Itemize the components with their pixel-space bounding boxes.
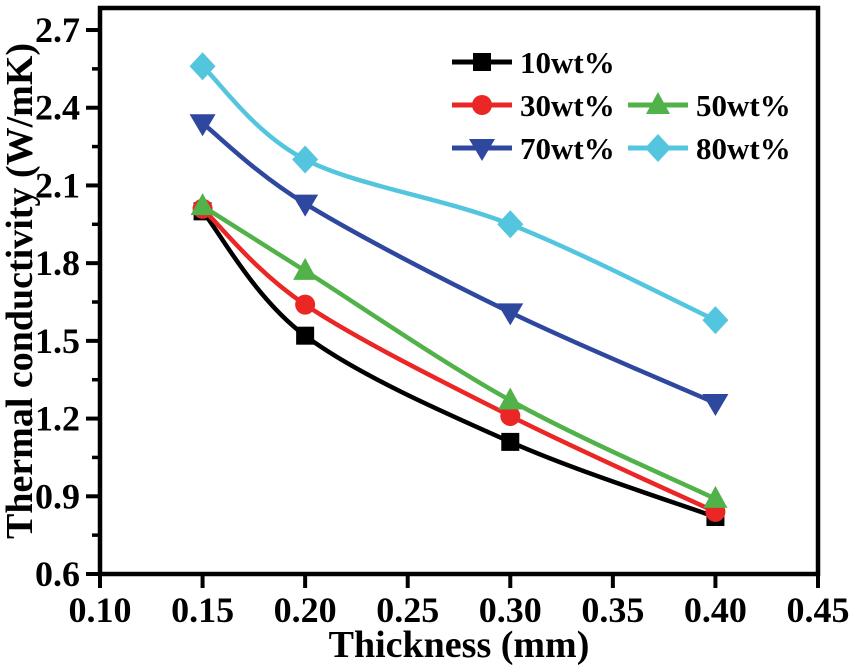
series-line-10wt% (200, 209, 718, 520)
legend-marker-triangle-down (469, 139, 495, 161)
legend-label: 10wt% (520, 45, 615, 80)
series-line-70wt% (200, 121, 718, 406)
legend-label: 50wt% (696, 88, 791, 123)
series-line-80wt% (200, 64, 718, 323)
x-tick-label: 0.35 (581, 590, 644, 630)
plot-border (97, 5, 821, 577)
legend-marker-diamond (645, 134, 671, 162)
y-tick-label: 2.7 (35, 10, 80, 50)
legend-label: 30wt% (520, 88, 615, 123)
data-point-70wt% (292, 194, 319, 217)
y-tick-label: 1.5 (35, 321, 80, 361)
data-point-80wt% (497, 210, 524, 239)
y-tick-label: 0.6 (35, 554, 80, 594)
data-point-10wt% (501, 432, 520, 451)
data-point-70wt% (702, 394, 729, 417)
data-point-80wt% (702, 306, 729, 335)
x-tick-label: 0.15 (171, 590, 234, 630)
y-tick-label: 2.1 (35, 165, 80, 205)
y-tick-label: 1.8 (35, 243, 80, 283)
legend-item-70wt%: 70wt% (452, 131, 615, 166)
legend-item-80wt%: 80wt% (628, 131, 791, 166)
x-tick-label: 0.10 (69, 590, 132, 630)
data-point-50wt% (293, 257, 318, 280)
legend-marker-triangle-up (646, 92, 670, 114)
data-point-50wt% (498, 387, 523, 410)
legend-marker-square (473, 53, 491, 71)
series-line-50wt% (200, 203, 718, 502)
x-axis-title: Thickness (mm) (329, 624, 590, 666)
x-tick-label: 0.30 (479, 590, 542, 630)
legend-label: 70wt% (520, 131, 615, 166)
legend-marker-circle (472, 95, 492, 115)
data-point-80wt% (189, 52, 216, 81)
data-point-30wt% (500, 405, 521, 426)
legend-item-10wt%: 10wt% (452, 45, 615, 80)
series-line-30wt% (200, 206, 718, 515)
legend-label: 80wt% (696, 131, 791, 166)
x-tick-label: 0.45 (787, 590, 850, 630)
data-point-50wt% (703, 485, 728, 508)
y-tick-label: 1.2 (35, 399, 80, 439)
plot-area: 0.6 0.9 1.2 1.5 1.8 2.1 2.4 2.7 0.10 0.15 0.20 0.25… (35, 5, 850, 630)
data-point-70wt% (497, 303, 524, 326)
legend-item-30wt%: 30wt% (452, 88, 615, 123)
x-tick-label: 0.40 (684, 590, 747, 630)
data-point-30wt% (295, 294, 316, 315)
data-point-70wt% (189, 114, 216, 137)
x-tick-label: 0.20 (274, 590, 337, 630)
y-axis-title: Thermal conductivity (W/mK) (0, 43, 41, 539)
y-tick-label: 0.9 (35, 476, 80, 516)
data-point-80wt% (292, 145, 319, 174)
x-tick-label: 0.25 (376, 590, 439, 630)
y-tick-label: 2.4 (35, 88, 80, 128)
data-point-10wt% (296, 326, 315, 345)
data-point-50wt% (190, 193, 215, 216)
legend-item-50wt%: 50wt% (628, 88, 791, 123)
